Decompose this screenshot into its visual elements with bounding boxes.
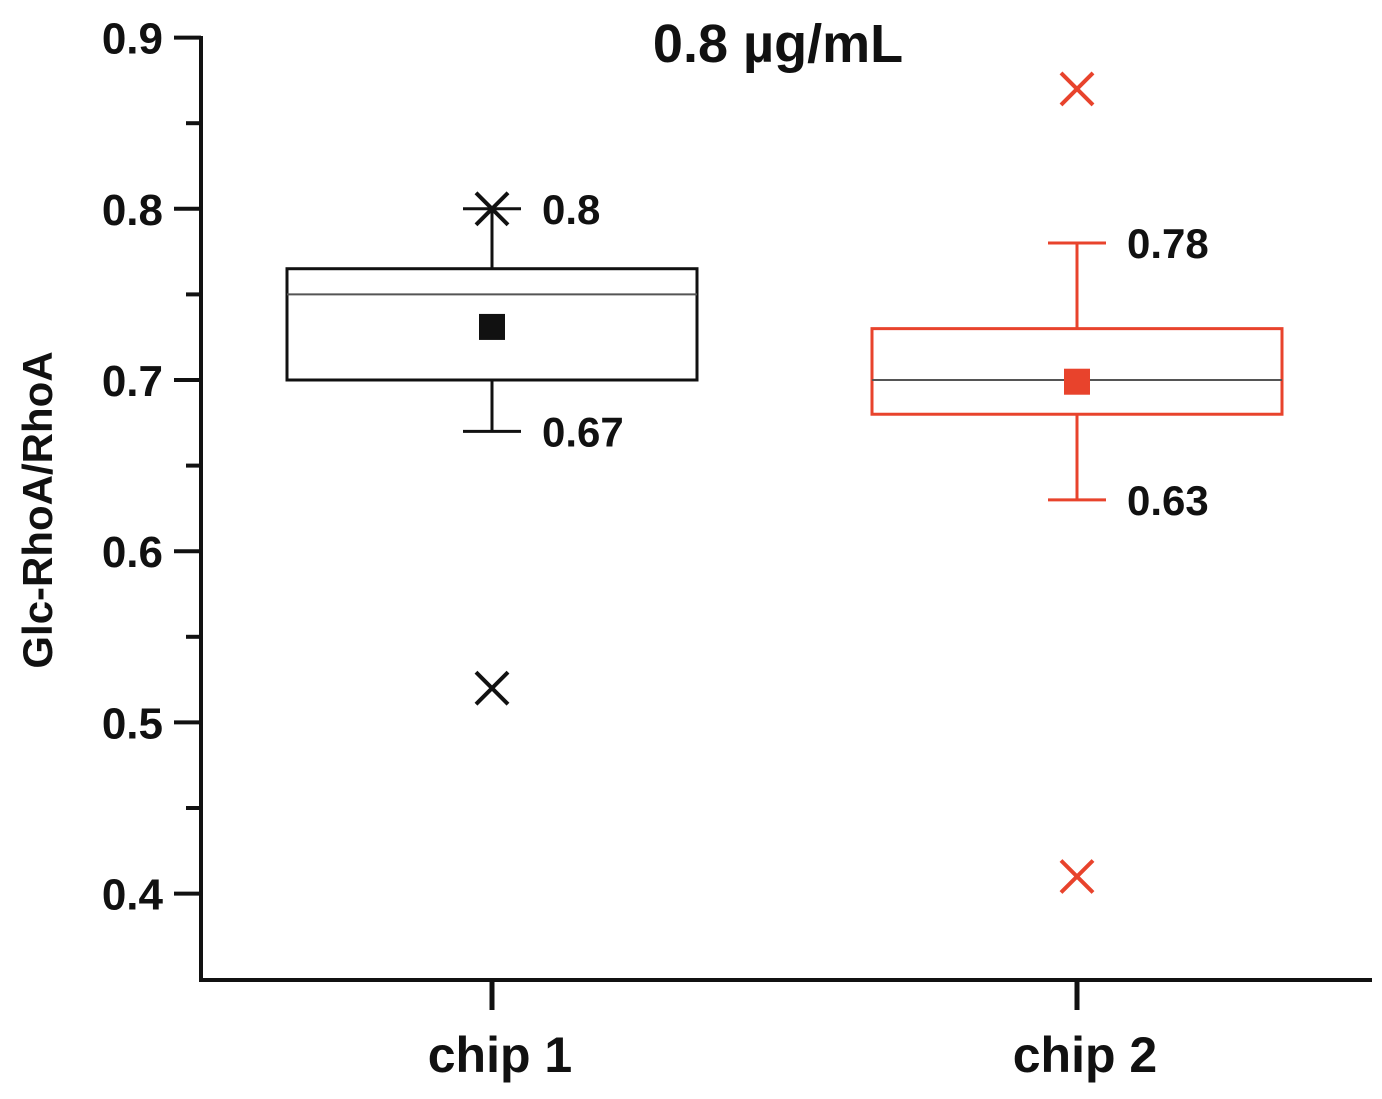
mean-marker: [479, 313, 505, 340]
whisker-high-label: 0.8: [542, 186, 600, 233]
chart-marks: 0.4 0.5 0.6 0.7 0.8 0.9 chip 1 chip 2 0.8 0.67 0.7…: [102, 15, 1284, 1083]
outlier-marker: [1059, 71, 1095, 107]
max-star-marker: [474, 191, 510, 227]
x-tick-label: chip 1: [428, 1027, 572, 1083]
y-axis-label: Glc-RhoA/RhoA: [14, 351, 61, 668]
y-tick-label: 0.8: [102, 186, 163, 235]
chart-title: 0.8 µg/mL: [653, 14, 903, 74]
whisker-high-label: 0.78: [1127, 220, 1209, 267]
outlier-marker: [1059, 859, 1095, 894]
whisker-low-label: 0.63: [1127, 477, 1209, 524]
mean-marker: [1064, 368, 1090, 395]
y-tick-label: 0.6: [102, 528, 163, 577]
outlier-marker: [474, 670, 510, 706]
y-tick-label: 0.5: [102, 699, 163, 748]
y-tick-label: 0.4: [102, 871, 164, 920]
y-tick-label: 0.9: [102, 15, 163, 64]
y-tick-label: 0.7: [102, 357, 163, 406]
whisker-low-label: 0.67: [542, 408, 624, 455]
x-tick-label: chip 2: [1013, 1027, 1157, 1083]
